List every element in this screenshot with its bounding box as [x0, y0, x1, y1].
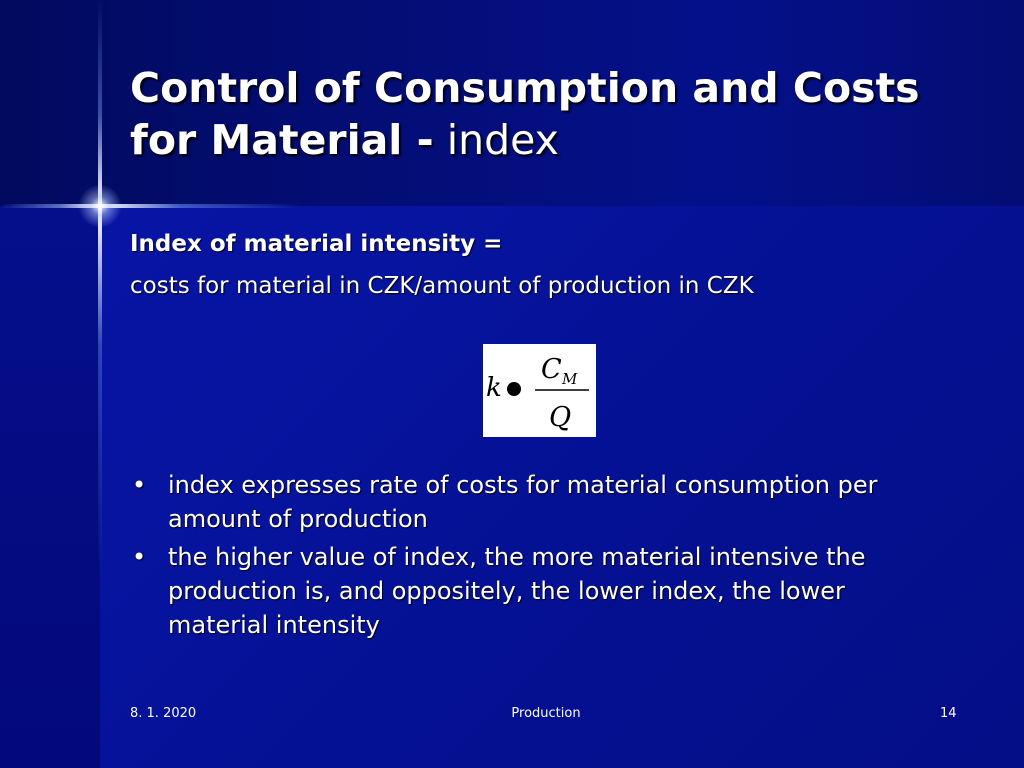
- footer-page-number: 14: [940, 706, 957, 721]
- bullet-dot-icon: •: [132, 543, 147, 571]
- bullet-item: • index expresses rate of costs for mater…: [130, 468, 930, 536]
- title-bold-part: Control of Consumption and Costs for Mat…: [130, 64, 920, 164]
- slide-title: Control of Consumption and Costs for Mat…: [130, 62, 990, 166]
- bullet-list: • index expresses rate of costs for mater…: [130, 468, 930, 646]
- title-band: [0, 0, 1024, 206]
- left-band: [0, 206, 100, 768]
- bullet-item: • the higher value of index, the more mat…: [130, 540, 930, 642]
- light-streak-vertical: [98, 0, 102, 768]
- bullet-text: index expresses rate of costs for materi…: [168, 471, 878, 533]
- formula-k: k: [486, 373, 502, 403]
- formula-image: k C M Q: [483, 344, 596, 437]
- footer-date: 8. 1. 2020: [130, 706, 197, 721]
- star-sparkle-icon: [78, 184, 122, 228]
- bullet-dot-icon: •: [132, 471, 147, 499]
- formula-numerator-subscript: M: [561, 370, 578, 388]
- formula-bullet-operator: [507, 382, 521, 396]
- bullet-text: the higher value of index, the more mate…: [168, 543, 866, 639]
- formula-denominator: Q: [549, 402, 571, 433]
- formula-graphic: k C M Q: [486, 354, 589, 433]
- footer-title: Production: [511, 706, 581, 721]
- light-streak-horizontal: [0, 204, 300, 208]
- definition-text: costs for material in CZK/amount of prod…: [130, 273, 754, 299]
- definition-heading: Index of material intensity =: [130, 231, 503, 257]
- formula-numerator: C: [541, 354, 562, 385]
- title-regular-part: index: [433, 116, 559, 164]
